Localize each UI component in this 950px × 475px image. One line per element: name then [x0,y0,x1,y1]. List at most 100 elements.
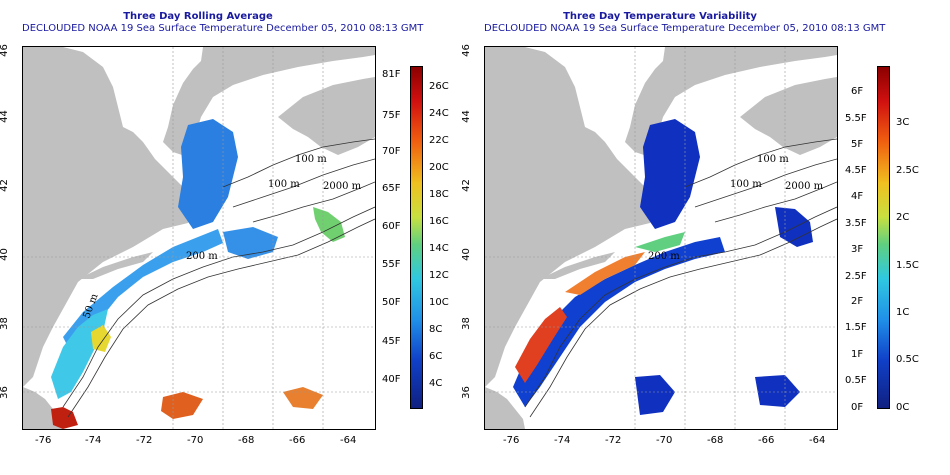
contour-label: 100 m [730,179,762,190]
right-title-line2: DECLOUDED NOAA 19 Sea Surface Temperatur… [484,23,886,34]
left-cbar-f-label: 60F [382,221,401,232]
land-mainland [485,47,837,387]
right-cbar-c-label: 3C [896,117,910,128]
graticule [485,47,837,429]
right-cbar-c-label: 0C [896,402,910,413]
right-colorbar [877,66,890,409]
right-cbar-c-label: 0.5C [896,354,919,365]
right-cbar-f-label: 1.5F [845,322,867,333]
right-cbar-f-label: 0F [851,402,864,413]
right-cbar-f-label: 3.5F [845,218,867,229]
left-title-line2: DECLOUDED NOAA 19 Sea Surface Temperatur… [22,23,424,34]
right-x-tick: -66 [758,435,775,446]
left-cbar-c-label: 18C [429,189,449,200]
left-title: Three Day Rolling Average DECLOUDED NOAA… [22,11,424,35]
left-x-tick: -76 [35,435,52,446]
right-x-tick: -70 [656,435,673,446]
right-x-tick: -64 [809,435,826,446]
right-title: Three Day Temperature Variability DECLOU… [484,11,886,35]
land-mainland [23,47,375,387]
sst-yellow-patch [91,325,111,352]
contour-label: 2000 m [323,181,362,192]
left-cbar-f-label: 40F [382,374,401,385]
sst-green-patch [313,207,345,242]
left-cbar-f-label: 81F [382,69,401,80]
left-x-tick: -72 [136,435,153,446]
right-cbar-f-label: 3F [851,244,864,255]
contour-label: 200 m [186,251,218,262]
left-title-line1: Three Day Rolling Average [123,11,273,22]
left-x-tick: -66 [289,435,306,446]
left-cbar-c-label: 24C [429,108,449,119]
right-y-tick: 36 [460,386,472,399]
right-map: 100 m 2000 m 100 m 200 m [484,46,838,430]
left-x-tick: -68 [238,435,255,446]
right-cbar-c-label: 1.5C [896,260,919,271]
contour-label: 200 m [648,251,680,262]
contour-label: 2000 m [785,181,824,192]
left-x-tick: -70 [187,435,204,446]
left-cbar-c-label: 26C [429,81,449,92]
left-cbar-f-label: 75F [382,110,401,121]
right-cbar-f-label: 6F [851,86,864,97]
var-east-blue [775,207,813,247]
var-south-blue-2 [755,375,800,407]
left-cbar-f-label: 70F [382,146,401,157]
right-map-svg: 100 m 2000 m 100 m 200 m [485,47,837,429]
left-colorbar [410,66,423,409]
right-cbar-f-label: 5F [851,139,864,150]
sst-orange-patch [161,392,203,419]
left-map: 100 m 2000 m 100 m 200 m 50 m [22,46,376,430]
contour-label: 100 m [268,179,300,190]
left-y-tick: 40 [0,248,10,261]
left-cbar-c-label: 12C [429,270,449,281]
right-title-line1: Three Day Temperature Variability [563,11,757,22]
contour-label: 100 m [757,154,789,165]
left-y-tick: 38 [0,317,10,330]
var-shelf-green [635,232,685,252]
left-y-tick: 36 [0,386,10,399]
right-x-tick: -76 [503,435,520,446]
right-y-tick: 40 [460,248,472,261]
left-x-tick: -64 [340,435,357,446]
left-cbar-f-label: 45F [382,336,401,347]
right-cbar-f-label: 5.5F [845,113,867,124]
contour-label: 100 m [295,154,327,165]
left-cbar-c-label: 8C [429,324,443,335]
land-nova-scotia [740,77,837,155]
right-cbar-f-label: 2.5F [845,271,867,282]
right-cbar-f-label: 1F [851,349,864,360]
left-cbar-c-label: 22C [429,135,449,146]
left-cbar-f-label: 65F [382,183,401,194]
land-long-island [540,252,615,279]
land-long-island [78,252,153,279]
right-x-tick: -74 [554,435,571,446]
left-map-svg: 100 m 2000 m 100 m 200 m 50 m [23,47,375,429]
left-cbar-c-label: 6C [429,351,443,362]
left-y-tick: 44 [0,110,10,123]
var-gulf-of-maine [640,119,700,229]
right-cbar-f-label: 0.5F [845,375,867,386]
right-x-tick: -68 [707,435,724,446]
right-cbar-c-label: 1C [896,307,910,318]
right-x-tick: -72 [605,435,622,446]
left-cbar-c-label: 14C [429,243,449,254]
sst-orange-patch-2 [283,387,323,409]
var-south-blue [635,375,675,415]
var-shelf-orange [565,252,645,295]
right-cbar-c-label: 2.5C [896,165,919,176]
sst-gulf-of-maine [178,119,238,229]
left-cbar-c-label: 16C [429,216,449,227]
var-shelf-red [515,307,567,383]
right-cbar-c-label: 2C [896,212,910,223]
right-cbar-f-label: 2F [851,296,864,307]
left-x-tick: -74 [85,435,102,446]
left-y-tick: 42 [0,179,10,192]
left-cbar-f-label: 55F [382,259,401,270]
land-nova-scotia [278,77,375,155]
right-y-tick: 46 [460,44,472,57]
left-cbar-c-label: 10C [429,297,449,308]
right-cbar-f-label: 4.5F [845,165,867,176]
right-cbar-f-label: 4F [851,191,864,202]
right-y-tick: 38 [460,317,472,330]
